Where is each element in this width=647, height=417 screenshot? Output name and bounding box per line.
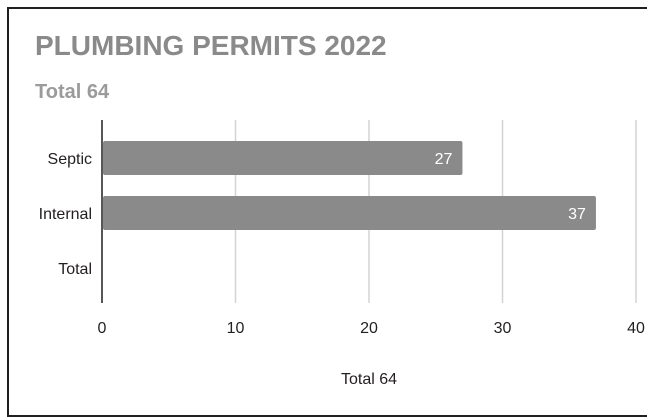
bars: 27 37 [103,141,596,230]
x-tick-label: 30 [494,320,512,337]
x-tick-label: 20 [360,320,378,337]
category-label: Total [58,261,92,278]
category-label: Septic [48,151,92,168]
chart-subtitle: Total 64 [35,81,110,103]
x-axis-title: Total 64 [341,371,397,388]
data-label: 27 [435,151,453,168]
chart-title: PLUMBING PERMITS 2022 [35,30,387,61]
category-label: Internal [39,206,92,223]
axes: 0 10 20 30 40 Septic Internal Total [39,120,645,337]
bar-chart: 27 37 0 10 20 30 40 Septic Internal Total Total … [39,120,645,388]
x-tick-label: 40 [627,320,645,337]
bar [103,196,596,230]
x-tick-label: 0 [98,320,107,337]
data-label: 37 [568,206,586,223]
bar [103,141,463,175]
x-tick-label: 10 [227,320,245,337]
